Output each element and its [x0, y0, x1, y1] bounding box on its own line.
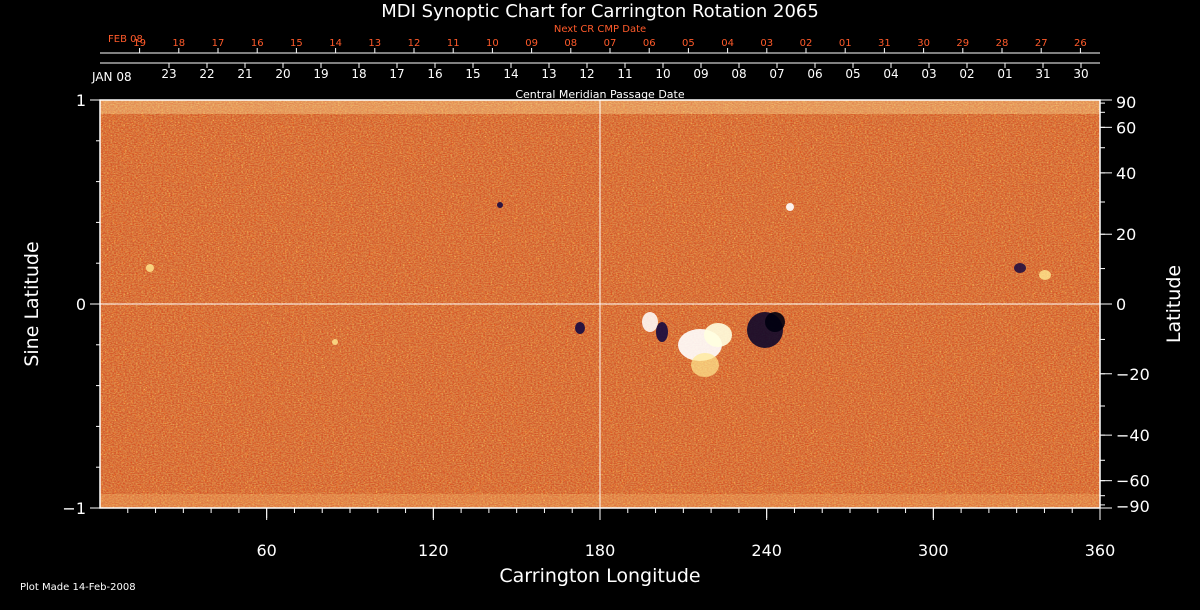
y-tick-label-right: −20 — [1116, 365, 1150, 384]
next-cr-date-label: 29 — [956, 38, 969, 49]
cmp-date-label: 02 — [959, 67, 974, 81]
cmp-date-label: 04 — [883, 67, 898, 81]
next-cr-date-label: 18 — [172, 38, 185, 49]
cmp-date-label: 22 — [199, 67, 214, 81]
magnetic-region — [332, 339, 338, 345]
cmp-date-label: 21 — [237, 67, 252, 81]
y-axis-label-left: Sine Latitude — [21, 241, 43, 366]
cmp-axis-label: Central Meridian Passage Date — [515, 88, 684, 101]
next-cr-date-label: 27 — [1035, 38, 1048, 49]
next-cr-date-label: 08 — [564, 38, 577, 49]
magnetic-region — [656, 322, 668, 342]
magnetic-region — [691, 353, 719, 377]
y-tick-label-right: 90 — [1116, 93, 1136, 112]
magnetic-region — [497, 202, 503, 208]
next-cr-month-label: FEB 08 — [108, 34, 143, 45]
next-cr-date-label: 19 — [133, 38, 146, 49]
x-tick-label: 360 — [1085, 541, 1116, 560]
cmp-date-label: 09 — [693, 67, 708, 81]
next-cr-date-label: 12 — [408, 38, 421, 49]
x-tick-label: 300 — [918, 541, 949, 560]
cmp-date-label: 19 — [313, 67, 328, 81]
next-cr-date-label: 11 — [447, 38, 460, 49]
next-cr-date-label: 10 — [486, 38, 499, 49]
magnetic-region — [765, 312, 785, 332]
y-tick-label-right: −40 — [1116, 426, 1150, 445]
y-tick-label-left: 0 — [76, 295, 86, 314]
cmp-date-label: 14 — [503, 67, 518, 81]
x-tick-label: 180 — [585, 541, 616, 560]
next-cr-date-label: 03 — [760, 38, 773, 49]
next-cr-date-label: 15 — [290, 38, 303, 49]
magnetic-region — [1039, 270, 1051, 280]
next-cr-date-label: 05 — [682, 38, 695, 49]
next-cr-date-label: 04 — [721, 38, 734, 49]
next-cr-date-label: 28 — [996, 38, 1009, 49]
cmp-date-label: 11 — [617, 67, 632, 81]
y-tick-label-right: 0 — [1116, 295, 1126, 314]
cmp-date-label: 10 — [655, 67, 670, 81]
cmp-date-label: 05 — [845, 67, 860, 81]
y-tick-label-left: 1 — [76, 91, 86, 110]
cmp-date-label: 01 — [997, 67, 1012, 81]
plot-made-label: Plot Made 14-Feb-2008 — [20, 582, 136, 593]
y-tick-label-right: 60 — [1116, 118, 1136, 137]
cmp-date-label: 07 — [769, 67, 784, 81]
central-meridian-axis: JAN 08 Central Meridian Passage Date — [91, 62, 1100, 101]
cmp-date-label: 30 — [1073, 67, 1088, 81]
y-tick-label-right: 20 — [1116, 225, 1136, 244]
cmp-date-label: 16 — [427, 67, 442, 81]
next-cr-date-label: 06 — [643, 38, 656, 49]
next-cr-date-label: 17 — [212, 38, 225, 49]
y-tick-label-right: −90 — [1116, 497, 1150, 516]
next-cr-date-label: 26 — [1074, 38, 1087, 49]
cmp-date-label: 03 — [921, 67, 936, 81]
next-cr-date-label: 14 — [329, 38, 342, 49]
cmp-date-label: 08 — [731, 67, 746, 81]
y-tick-label-left: −1 — [62, 499, 86, 518]
cmp-date-label: 12 — [579, 67, 594, 81]
next-cr-date-label: 30 — [917, 38, 930, 49]
magnetic-region — [575, 322, 585, 334]
next-cr-date-label: 09 — [525, 38, 538, 49]
next-cr-date-label: 16 — [251, 38, 264, 49]
magnetic-region — [642, 312, 658, 332]
cmp-date-label: 17 — [389, 67, 404, 81]
magnetic-region — [786, 203, 794, 211]
next-cr-date-label: 13 — [368, 38, 381, 49]
magnetogram-field — [99, 99, 1101, 509]
cmp-date-label: 23 — [161, 67, 176, 81]
magnetic-region — [146, 264, 154, 272]
next-cr-cmp-label: Next CR CMP Date — [554, 24, 646, 35]
next-cr-date-label: 01 — [839, 38, 852, 49]
magnetic-region — [1014, 263, 1026, 273]
cmp-date-label: 20 — [275, 67, 290, 81]
x-axis-label: Carrington Longitude — [499, 565, 700, 587]
cmp-date-label: 13 — [541, 67, 556, 81]
cmp-month-label: JAN 08 — [91, 70, 132, 84]
cmp-date-label: 15 — [465, 67, 480, 81]
next-cr-date-label: 02 — [800, 38, 813, 49]
chart-title: MDI Synoptic Chart for Carrington Rotati… — [381, 1, 819, 22]
cmp-date-label: 06 — [807, 67, 822, 81]
x-tick-label: 60 — [256, 541, 276, 560]
next-cr-date-label: 31 — [878, 38, 891, 49]
next-cr-cmp-axis: Next CR CMP Date FEB 08 — [100, 24, 1100, 54]
y-tick-label-right: 40 — [1116, 164, 1136, 183]
x-tick-label: 240 — [751, 541, 782, 560]
x-tick-label: 120 — [418, 541, 449, 560]
magnetic-region — [704, 323, 732, 347]
y-tick-label-right: −60 — [1116, 472, 1150, 491]
next-cr-date-label: 07 — [604, 38, 617, 49]
cmp-date-label: 31 — [1035, 67, 1050, 81]
y-axis-label-right: Latitude — [1163, 265, 1185, 343]
cmp-date-label: 18 — [351, 67, 366, 81]
